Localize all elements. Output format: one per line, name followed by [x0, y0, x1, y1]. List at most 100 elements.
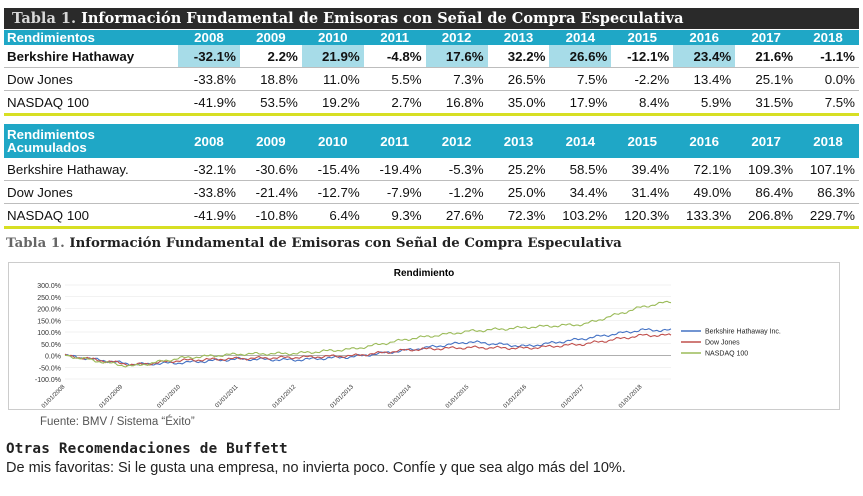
legend-label: NASDAQ 100	[705, 351, 748, 358]
table-cell: 26.6%	[549, 45, 612, 68]
table-row: Dow Jones -33.8% 18.8% 11.0% 5.5% 7.3% 26.5% 7.…	[4, 67, 859, 91]
table-cell: -5.3%	[425, 158, 488, 181]
table-cell: 23.4%	[673, 45, 736, 68]
body-text: De mis favoritas: Si le gusta una empres…	[6, 460, 626, 476]
table-cell: 58.5%	[549, 158, 612, 181]
x-tick-label: 01/01/2016	[503, 384, 529, 409]
year-header: 2016	[673, 30, 736, 45]
table-cell: -21.4%	[239, 180, 302, 204]
table-cell: 2.2%	[239, 45, 302, 68]
table-cell: -41.9%	[178, 203, 240, 229]
x-tick-label: 01/01/2018	[618, 384, 644, 409]
table-cell: 2.7%	[363, 90, 426, 116]
table-cell: 18.8%	[239, 67, 302, 91]
year-header: 2011	[363, 124, 426, 158]
row-label: Berkshire Hathaway	[4, 45, 178, 68]
y-tick-label: 150.0%	[37, 318, 61, 325]
table-cell: 133.3%	[673, 203, 736, 229]
table-cell: -32.1%	[178, 158, 240, 181]
table-cell: 21.6%	[735, 45, 798, 68]
year-header: 2012	[425, 124, 488, 158]
year-header: 2018	[797, 30, 859, 45]
row-label: NASDAQ 100	[4, 90, 178, 116]
table-cell: 72.1%	[673, 158, 736, 181]
table-cell: -30.6%	[239, 158, 302, 181]
series-line	[64, 333, 672, 367]
table-row: NASDAQ 100 -41.9% -10.8% 6.4% 9.3% 27.6% 72.3%…	[4, 203, 859, 229]
year-header: 2017	[735, 30, 798, 45]
table-cell: 17.9%	[549, 90, 612, 116]
table-cell: 17.6%	[425, 45, 488, 68]
source-note: Fuente: BMV / Sistema “Éxito”	[40, 416, 195, 428]
table-cell: 31.5%	[735, 90, 798, 116]
year-header: 2010	[301, 124, 364, 158]
table-cell: 49.0%	[673, 180, 736, 204]
table-cell: -32.1%	[178, 45, 240, 68]
table-cell: 107.1%	[797, 158, 859, 181]
x-tick-label: 01/01/2011	[214, 384, 240, 409]
year-header: 2009	[239, 30, 302, 45]
table-cell: 25.0%	[487, 180, 550, 204]
x-tick-label: 01/01/2017	[560, 384, 586, 409]
table-cell: 7.3%	[425, 67, 488, 91]
table-cell: 86.3%	[797, 180, 859, 204]
table-cell: 0.0%	[797, 67, 859, 91]
year-header: 2018	[797, 124, 859, 158]
table-cell: 11.0%	[301, 67, 364, 91]
year-header: 2015	[611, 30, 674, 45]
year-header: 2013	[487, 124, 550, 158]
year-header: 2010	[301, 30, 364, 45]
legend-label: Berkshire Hathaway Inc.	[705, 329, 781, 336]
year-header: 2008	[178, 124, 240, 158]
table-cell: -41.9%	[178, 90, 240, 116]
year-header: 2011	[363, 30, 426, 45]
table-cell: -1.2%	[425, 180, 488, 204]
row-label: Dow Jones	[4, 67, 178, 91]
table-cell: 5.9%	[673, 90, 736, 116]
table-cell: 34.4%	[549, 180, 612, 204]
year-header: 2015	[611, 124, 674, 158]
section-title: Otras Recomendaciones de Buffett	[6, 441, 288, 457]
year-header: 2016	[673, 124, 736, 158]
table-cell: 13.4%	[673, 67, 736, 91]
year-header: 2008	[178, 30, 240, 45]
table-cell: 7.5%	[549, 67, 612, 91]
series-line	[64, 328, 672, 366]
chart-title: Rendimiento	[394, 268, 455, 279]
x-tick-label: 01/01/2013	[330, 384, 356, 409]
table-cell: -4.8%	[363, 45, 426, 68]
table-cell: -1.1%	[797, 45, 859, 68]
table-cell: 9.3%	[363, 203, 426, 229]
x-tick-label: 01/01/2014	[387, 384, 413, 409]
x-tick-label: 01/01/2009	[99, 384, 125, 409]
table-cell: -33.8%	[178, 180, 240, 204]
table-cell: 120.3%	[611, 203, 674, 229]
year-header: 2012	[425, 30, 488, 45]
table-row: Berkshire Hathaway. -32.1% -30.6% -15.4% -19…	[4, 158, 859, 181]
row-label: Berkshire Hathaway.	[4, 158, 178, 181]
table-cell: 109.3%	[735, 158, 798, 181]
table-cell: 53.5%	[239, 90, 302, 116]
y-tick-label: 200.0%	[37, 307, 61, 314]
table-title: Información Fundamental de Emisoras con …	[81, 10, 684, 27]
table-number: Tabla 1.	[12, 10, 77, 27]
cumulative-returns-table: Rendimientos Acumulados 2008 2009 2010 2011…	[4, 124, 859, 229]
table-cell: 6.4%	[301, 203, 364, 229]
chart-section-title: Tabla 1. Información Fundamental de Emis…	[6, 236, 622, 251]
y-tick-label: 300.0%	[37, 283, 61, 290]
y-tick-label: 250.0%	[37, 295, 61, 302]
legend-label: Dow Jones	[705, 340, 740, 347]
y-tick-label: 0.0%	[45, 354, 61, 361]
table-cell: 21.9%	[301, 45, 364, 68]
year-header: 2014	[549, 124, 612, 158]
series-line	[64, 300, 672, 368]
table-cell: 19.2%	[301, 90, 364, 116]
table-cell: 8.4%	[611, 90, 674, 116]
y-tick-label: -100.0%	[35, 377, 61, 384]
table-cell: 35.0%	[487, 90, 550, 116]
table-cell: 7.5%	[797, 90, 859, 116]
year-header: 2014	[549, 30, 612, 45]
chart-svg: Rendimiento 300.0% 250.0% 200.0% 150.0% 100.0…	[35, 268, 781, 410]
x-tick-label: 01/01/2010	[156, 384, 182, 409]
table-cell: 39.4%	[611, 158, 674, 181]
